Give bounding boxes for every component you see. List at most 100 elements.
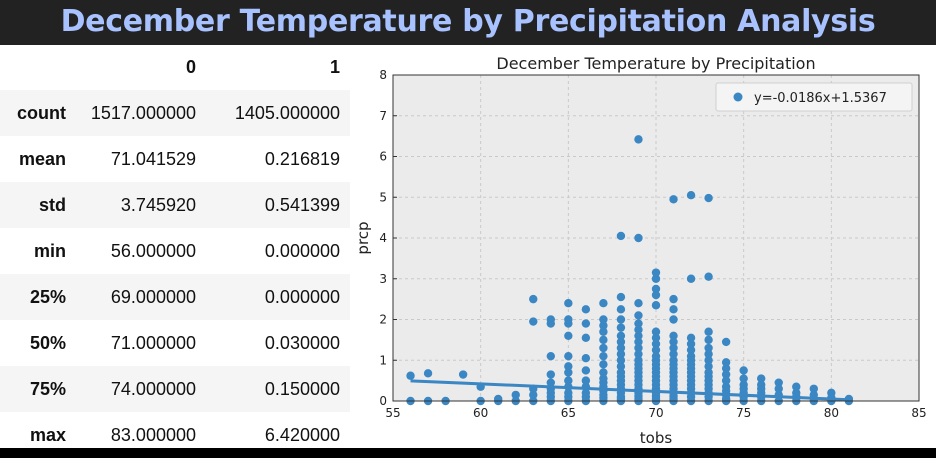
legend: y=-0.0186x+1.5367	[715, 82, 913, 112]
data-point	[686, 339, 696, 349]
data-point	[634, 233, 643, 243]
data-point	[651, 333, 661, 343]
table-row: 50% 71.000000 0.030000	[0, 320, 350, 366]
cell-value: 71.041529	[110, 148, 196, 169]
banner-title: December Temperature by Precipitation An…	[60, 4, 876, 39]
data-point	[721, 337, 731, 347]
data-point	[634, 311, 643, 320]
cell-value: 0.000000	[206, 274, 350, 320]
column-header-index	[0, 45, 76, 90]
table-row: mean 71.041529 0.216819	[0, 136, 350, 182]
data-point	[423, 369, 433, 378]
y-tick-label: 8	[379, 68, 387, 82]
data-point	[651, 345, 661, 355]
data-point	[616, 349, 626, 359]
cell-value: 6.420000	[264, 424, 340, 445]
data-point	[634, 349, 643, 359]
data-point	[651, 301, 661, 310]
data-point	[704, 327, 713, 336]
data-point	[581, 319, 591, 328]
data-point	[721, 370, 731, 379]
data-point	[634, 331, 643, 340]
data-point	[669, 294, 678, 304]
y-tick-label: 0	[379, 394, 387, 408]
data-point	[564, 362, 573, 371]
data-point	[792, 382, 801, 391]
data-point	[616, 231, 626, 241]
table-row: min 56.000000 0.000000	[0, 228, 350, 274]
data-point	[581, 376, 591, 385]
data-point	[529, 294, 538, 304]
data-point	[599, 327, 608, 336]
banner: December Temperature by Precipitation An…	[0, 0, 936, 45]
data-point	[704, 272, 713, 281]
data-point	[616, 315, 626, 324]
x-axis-label: tobs	[640, 429, 673, 447]
data-point	[564, 376, 573, 385]
data-point	[739, 374, 748, 383]
data-point	[809, 384, 818, 393]
data-point	[704, 335, 713, 345]
row-label: 25%	[0, 274, 76, 320]
data-point	[757, 374, 766, 383]
data-point	[651, 284, 661, 294]
data-point	[616, 292, 626, 302]
y-tick-label: 2	[379, 313, 387, 327]
data-point	[581, 333, 591, 343]
column-header-0: 0	[185, 57, 196, 77]
data-point	[599, 315, 608, 324]
cell-value: 3.745920	[76, 182, 206, 228]
data-point	[634, 319, 643, 328]
data-point	[564, 299, 573, 308]
data-point	[634, 325, 643, 334]
y-tick-label: 7	[379, 109, 387, 123]
table-row: 25% 69.000000 0.000000	[0, 274, 350, 320]
x-tick-label: 75	[736, 406, 751, 420]
data-point	[669, 337, 678, 347]
data-point	[686, 274, 696, 283]
column-header-1: 1	[329, 57, 340, 77]
cell-value: 74.000000	[76, 366, 206, 412]
data-point	[774, 378, 783, 387]
row-label: mean	[18, 148, 66, 169]
data-point	[651, 339, 661, 349]
data-point	[529, 317, 538, 326]
data-point	[599, 368, 608, 377]
data-point	[599, 360, 608, 369]
data-point	[581, 366, 591, 375]
data-point	[406, 371, 415, 380]
data-point	[721, 376, 731, 385]
grid-lines	[393, 75, 919, 401]
data-point	[564, 351, 573, 361]
y-tick-label: 5	[379, 190, 387, 204]
data-point	[669, 349, 678, 359]
data-point	[704, 193, 713, 203]
row-label: std	[0, 182, 76, 228]
data-point	[616, 337, 626, 347]
data-point	[669, 315, 678, 324]
row-label: 75%	[0, 366, 76, 412]
data-point	[704, 343, 713, 353]
data-point	[651, 274, 661, 283]
legend-box	[715, 82, 913, 112]
regression-line-group	[410, 379, 849, 402]
stats-panel: 0 1 count 1517.000000 1405.000000 mean 7…	[0, 45, 350, 448]
data-point	[634, 337, 643, 347]
data-point	[581, 354, 591, 363]
chart-panel: 55 60 65 70 75 80 85 0 1 2 3 4 5 6 7 8 December Tempera…	[350, 45, 936, 448]
data-point	[458, 370, 468, 379]
data-point	[599, 343, 608, 353]
data-point	[686, 345, 696, 355]
cell-value: 56.000000	[110, 240, 196, 261]
y-tick-label: 1	[379, 353, 387, 367]
table-row: max 83.000000 6.420000	[0, 412, 350, 458]
cell-value: 0.030000	[264, 332, 340, 353]
data-point	[651, 268, 661, 277]
x-tick-label: 85	[911, 406, 926, 420]
data-point	[546, 378, 555, 387]
data-point	[564, 319, 573, 328]
data-point	[634, 135, 643, 144]
data-point	[599, 351, 608, 361]
x-tick-label: 70	[648, 406, 663, 420]
cell-value: 1517.000000	[76, 90, 206, 136]
